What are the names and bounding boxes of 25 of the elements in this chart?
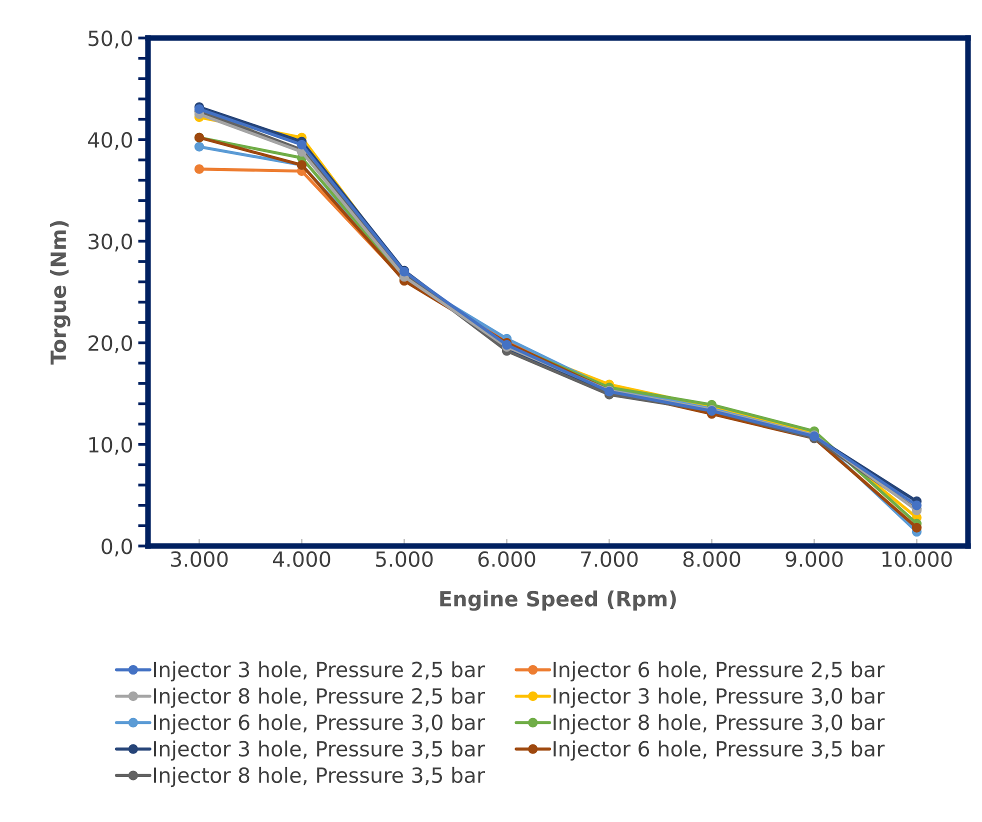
x-tick-label: 5.000	[376, 551, 433, 567]
x-axis-title: Engine Speed (Rpm)	[440, 590, 676, 611]
legend-label: Injector 8 hole, Pressure 3,5 bar	[154, 766, 485, 788]
legend-label: Injector 6 hole, Pressure 2,5 bar	[554, 661, 885, 682]
legend-label: Injector 6 hole, Pressure 3,5 bar	[554, 740, 885, 761]
x-tick-label: 3.000	[171, 551, 228, 567]
legend-label: Injector 3 hole, Pressure 2,5 bar	[154, 661, 485, 682]
y-tick-label: 50,0	[88, 30, 132, 48]
legend-label: Injector 3 hole, Pressure 3,5 bar	[154, 740, 485, 761]
y-tick-label: 0,0	[102, 538, 132, 556]
x-tick-label: 7.000	[581, 551, 638, 567]
y-tick-label: 40,0	[88, 132, 132, 150]
legend-label: Injector 6 hole, Pressure 3,0 bar	[154, 714, 485, 734]
y-tick-label: 20,0	[88, 335, 132, 354]
legend-label: Injector 8 hole, Pressure 2,5 bar	[154, 688, 485, 708]
legend-label: Injector 8 hole, Pressure 3,0 bar	[554, 714, 885, 734]
x-tick-label: 4.000	[272, 551, 330, 567]
x-tick-label: 9.000	[786, 551, 843, 567]
y-tick-label: 10,0	[89, 436, 132, 455]
x-tick-label: 10.000	[882, 551, 952, 567]
x-tick-label: 6.000	[478, 551, 536, 567]
legend-label: Injector 3 hole, Pressure 3,0 bar	[554, 688, 885, 708]
y-axis-title: Torgue (Nm)	[50, 221, 70, 365]
y-tick-label: 30,0	[88, 234, 132, 252]
x-tick-label: 8.000	[683, 551, 740, 567]
